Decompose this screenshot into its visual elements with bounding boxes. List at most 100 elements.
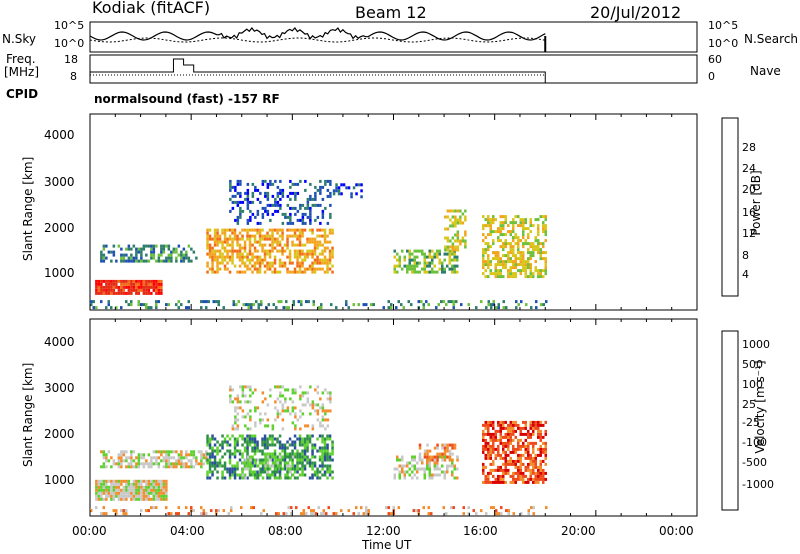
heat-cell <box>522 420 525 424</box>
heat-cell <box>180 259 183 263</box>
heat-cell <box>502 447 505 451</box>
heat-cell <box>110 285 113 289</box>
heat-cell <box>529 269 532 273</box>
heat-cell <box>256 470 259 474</box>
heat-cell <box>264 464 267 468</box>
heat-cell <box>274 200 277 204</box>
heat-cell <box>165 244 168 248</box>
heat-cell <box>269 218 272 222</box>
heat-cell <box>211 470 214 474</box>
heat-cell <box>301 231 304 235</box>
heat-cell <box>130 497 133 501</box>
heat-cell <box>537 453 540 457</box>
heat-cell <box>249 427 252 431</box>
heat-cell <box>507 251 510 255</box>
heat-cell <box>276 270 279 274</box>
heat-cell <box>539 465 542 469</box>
heat-cell <box>102 512 105 516</box>
heat-cell <box>100 250 103 254</box>
heat-cell <box>534 248 537 252</box>
heat-cell <box>323 246 327 250</box>
heat-cell <box>311 267 314 271</box>
heat-cell <box>448 252 451 256</box>
heat-cell <box>505 306 508 310</box>
heat-cell <box>504 221 507 225</box>
heat-cell <box>532 465 535 469</box>
heat-cell <box>433 473 436 477</box>
heat-cell <box>456 236 460 240</box>
heat-cell <box>512 254 515 258</box>
heat-cell <box>226 449 229 453</box>
heat-cell <box>271 212 275 216</box>
heat-cell <box>289 206 292 210</box>
heat-cell <box>514 260 517 264</box>
heat-cell <box>233 455 237 459</box>
heat-cell <box>296 237 299 241</box>
heat-cell <box>296 270 299 274</box>
heat-cell <box>415 509 418 513</box>
heat-cell <box>484 447 487 451</box>
heat-cell <box>234 218 237 222</box>
heat-cell <box>502 435 505 439</box>
heat-cell <box>519 272 522 276</box>
heat-cell <box>147 462 151 466</box>
heat-cell <box>517 269 520 273</box>
heat-cell <box>509 266 512 270</box>
heat-cell <box>494 453 497 457</box>
heat-cell <box>519 471 522 475</box>
heat-cell <box>507 447 510 451</box>
heat-cell <box>514 477 517 481</box>
heat-cell <box>221 252 224 256</box>
heat-cell <box>534 441 537 445</box>
heat-cell <box>122 450 126 454</box>
heat-cell <box>187 256 191 260</box>
heat-cell <box>234 418 237 422</box>
heat-cell <box>130 282 133 286</box>
heat-cell <box>517 248 520 252</box>
heat-cell <box>524 447 527 451</box>
heat-cell <box>241 415 245 419</box>
heat-cell <box>316 203 320 207</box>
heat-cell <box>512 266 515 270</box>
heat-cell <box>289 218 292 222</box>
heat-cell <box>97 285 101 289</box>
heat-cell <box>137 300 140 304</box>
heat-cell <box>132 488 136 492</box>
heat-cell <box>492 447 495 451</box>
heat-cell <box>150 256 153 260</box>
heat-cell <box>431 270 434 274</box>
heat-cell <box>248 252 252 256</box>
heat-cell <box>544 230 547 234</box>
heat-cell <box>387 512 390 516</box>
heat-cell <box>321 449 324 453</box>
heat-cell <box>266 461 270 465</box>
heat-cell <box>418 467 421 471</box>
heat-cell <box>155 485 158 489</box>
heat-cell <box>155 291 158 295</box>
heat-cell <box>514 242 517 246</box>
heat-cell <box>507 254 510 258</box>
heat-cell <box>212 300 215 304</box>
heat-cell <box>238 258 242 262</box>
heat-cell <box>431 249 434 253</box>
heat-cell <box>236 191 240 195</box>
heat-cell <box>152 482 156 486</box>
heat-cell <box>411 464 414 468</box>
heat-cell <box>482 251 485 255</box>
heat-cell <box>256 440 259 444</box>
heat-cell <box>453 443 457 447</box>
velocity-y-tick-3000: 3000 <box>44 381 75 395</box>
heat-cell <box>268 255 272 259</box>
heat-cell <box>246 400 250 404</box>
heat-cell <box>120 497 123 501</box>
heat-cell <box>482 248 485 252</box>
heat-cell <box>492 230 495 234</box>
heat-cell <box>264 397 267 401</box>
heat-cell <box>286 446 289 450</box>
heat-cell <box>206 228 209 232</box>
heat-cell <box>206 470 209 474</box>
heat-cell <box>140 285 143 289</box>
heat-cell <box>314 409 317 413</box>
heat-cell <box>246 464 250 468</box>
heat-cell <box>162 479 166 483</box>
